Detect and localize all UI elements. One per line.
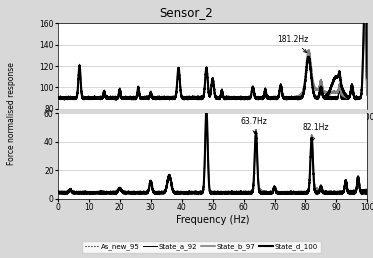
- Text: 63.7Hz: 63.7Hz: [241, 117, 267, 134]
- X-axis label: Frequency (Hz): Frequency (Hz): [176, 215, 250, 225]
- Text: Force normalised response: Force normalised response: [7, 62, 16, 165]
- Text: 181.2Hz: 181.2Hz: [278, 35, 309, 53]
- Legend: As_new_95, State_a_92, State_b_97, State_d_100: As_new_95, State_a_92, State_b_97, State…: [82, 241, 321, 253]
- Text: 82.1Hz: 82.1Hz: [303, 123, 329, 141]
- Text: Sensor_2: Sensor_2: [160, 6, 213, 19]
